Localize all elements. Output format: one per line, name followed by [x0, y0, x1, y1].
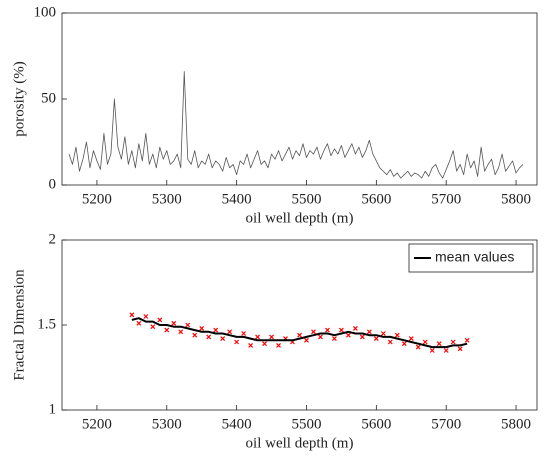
y-tick-label: 50 — [41, 90, 56, 106]
x-tick-label: 5500 — [291, 416, 321, 432]
x-tick-label: 5300 — [152, 416, 182, 432]
data-point — [338, 327, 344, 333]
x-tick-label: 5300 — [152, 191, 182, 207]
data-point — [206, 334, 212, 340]
data-point — [157, 317, 163, 323]
y-tick-label: 1 — [49, 401, 57, 417]
data-point — [269, 334, 274, 340]
data-point — [241, 331, 247, 336]
data-point — [401, 341, 407, 347]
data-point — [171, 320, 177, 326]
data-point — [304, 337, 309, 343]
data-point — [345, 332, 351, 338]
data-point — [332, 336, 337, 342]
data-point — [178, 329, 184, 335]
data-point — [457, 346, 463, 352]
x-tick-label: 5600 — [361, 416, 391, 432]
data-point — [129, 312, 135, 318]
data-point — [255, 334, 261, 340]
data-point — [185, 322, 191, 328]
data-point — [136, 320, 142, 326]
data-point — [164, 327, 170, 333]
y-tick-label: 1.5 — [37, 316, 56, 332]
data-point — [373, 336, 379, 342]
x-tick-label: 5200 — [82, 416, 112, 432]
data-point — [318, 334, 323, 340]
y-tick-label: 0 — [49, 176, 57, 192]
data-point — [150, 324, 156, 330]
data-point — [387, 339, 393, 345]
y-tick-label: 100 — [34, 4, 57, 20]
x-tick-label: 5500 — [291, 191, 321, 207]
data-line — [131, 317, 468, 349]
x-axis-label: oil well depth (m) — [246, 435, 354, 451]
data-point — [464, 337, 470, 343]
x-axis-label: oil well depth (m) — [246, 210, 354, 226]
data-point — [415, 344, 421, 350]
data-point — [199, 325, 205, 331]
data-point — [276, 342, 281, 348]
data-point — [380, 331, 386, 336]
data-point — [352, 325, 358, 331]
data-point — [213, 327, 219, 333]
data-point — [248, 342, 254, 348]
data-point — [192, 332, 198, 338]
data-point — [443, 348, 449, 353]
data-line — [68, 71, 524, 179]
x-tick-label: 5400 — [222, 191, 252, 207]
x-tick-label: 5700 — [431, 416, 461, 432]
data-point — [311, 329, 316, 335]
y-axis-label: porosity (%) — [11, 61, 27, 136]
y-axis-label: Fractal Dimension — [11, 269, 27, 381]
x-tick-label: 5200 — [82, 191, 112, 207]
data-point — [366, 329, 372, 335]
data-point — [234, 339, 240, 345]
data-point — [408, 336, 414, 342]
data-point — [297, 332, 302, 338]
data-point — [143, 314, 149, 319]
data-point — [325, 327, 330, 333]
x-tick-label: 5700 — [431, 191, 461, 207]
legend-label: mean values — [435, 249, 514, 265]
data-point — [429, 348, 435, 353]
x-tick-label: 5600 — [361, 191, 391, 207]
x-tick-label: 5800 — [501, 191, 531, 207]
data-point — [394, 332, 400, 338]
data-point — [450, 339, 456, 345]
data-point — [220, 336, 226, 342]
data-point — [422, 339, 428, 345]
y-tick-label: 2 — [49, 231, 57, 247]
data-point — [436, 341, 442, 347]
data-point — [359, 334, 365, 340]
legend: mean values — [408, 243, 534, 273]
x-tick-label: 5400 — [222, 416, 252, 432]
data-point — [227, 329, 233, 335]
x-tick-label: 5800 — [501, 416, 531, 432]
data-point — [262, 341, 267, 347]
